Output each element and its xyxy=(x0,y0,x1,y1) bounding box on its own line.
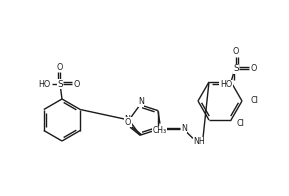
Text: CH₃: CH₃ xyxy=(153,126,167,135)
Text: NH: NH xyxy=(193,137,205,146)
Text: HO: HO xyxy=(220,80,232,89)
Text: Cl: Cl xyxy=(236,119,244,128)
Text: O: O xyxy=(125,118,131,127)
Text: S: S xyxy=(233,64,239,74)
Text: N: N xyxy=(124,114,130,123)
Text: O: O xyxy=(57,63,63,72)
Text: O: O xyxy=(233,47,239,56)
Text: HO: HO xyxy=(38,80,50,89)
Text: N: N xyxy=(181,124,187,133)
Text: S: S xyxy=(57,80,63,89)
Text: N: N xyxy=(138,97,144,106)
Text: O: O xyxy=(74,80,80,89)
Text: Cl: Cl xyxy=(250,95,258,104)
Text: O: O xyxy=(251,64,257,74)
